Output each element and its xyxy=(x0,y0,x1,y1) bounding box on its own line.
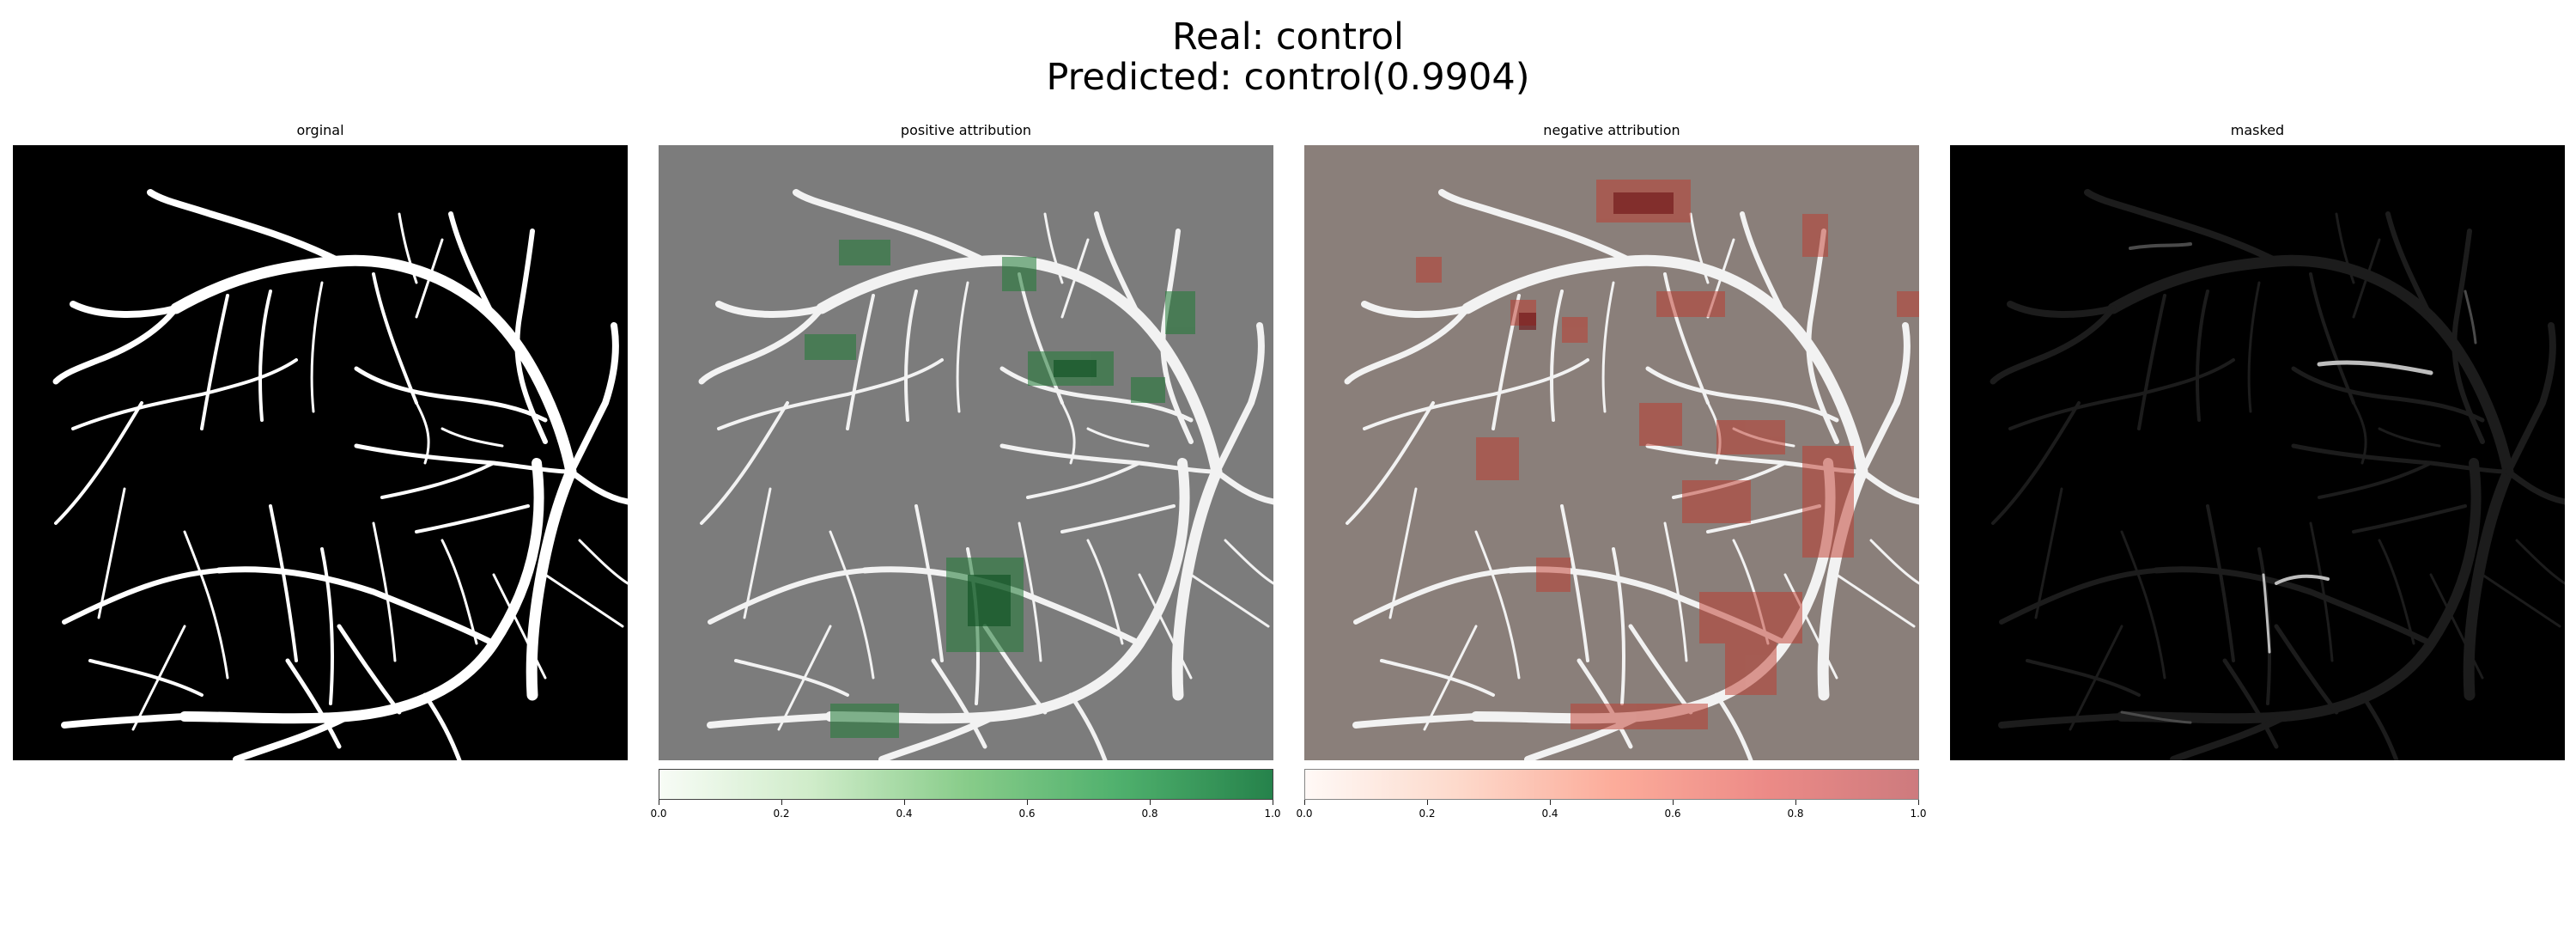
tick-label: 0.2 xyxy=(1419,808,1436,820)
tick-label: 0.2 xyxy=(773,808,790,820)
tick-mark xyxy=(1673,800,1674,805)
negative-attribution-image xyxy=(1304,145,1919,760)
masked-image xyxy=(1950,145,2565,760)
panel-title-negative: negative attribution xyxy=(1543,122,1680,138)
tick-label: 0.6 xyxy=(1664,808,1681,820)
tick-mark xyxy=(904,800,905,805)
positive-colorbar-ticks: 0.0 0.2 0.4 0.6 0.8 1.0 xyxy=(650,800,1281,826)
panel-title-original: orginal xyxy=(296,122,344,138)
tick-label: 0.8 xyxy=(1141,808,1158,820)
tick-label: 0.6 xyxy=(1018,808,1036,820)
positive-attribution-image xyxy=(659,145,1273,760)
figure-title-predicted: Predicted: control(0.9904) xyxy=(1046,56,1530,99)
tick-label: 0.0 xyxy=(1296,808,1313,820)
tick-mark xyxy=(1795,800,1796,805)
panel-title-masked: masked xyxy=(2230,122,2285,138)
tick-mark xyxy=(1427,800,1428,805)
tick-mark xyxy=(1150,800,1151,805)
tick-mark xyxy=(1027,800,1028,805)
tick-label: 0.8 xyxy=(1787,808,1804,820)
positive-colorbar xyxy=(659,769,1273,800)
figure-title-real: Real: control xyxy=(1172,15,1404,58)
original-image xyxy=(13,145,628,760)
tick-label: 1.0 xyxy=(1910,808,1927,820)
tick-label: 0.4 xyxy=(1541,808,1558,820)
panel-title-positive: positive attribution xyxy=(900,122,1032,138)
tick-mark xyxy=(1304,800,1305,805)
tick-label: 0.4 xyxy=(896,808,913,820)
negative-colorbar-ticks: 0.0 0.2 0.4 0.6 0.8 1.0 xyxy=(1296,800,1927,826)
tick-label: 0.0 xyxy=(650,808,667,820)
tick-mark xyxy=(1918,800,1919,805)
tick-label: 1.0 xyxy=(1264,808,1281,820)
tick-mark xyxy=(1550,800,1551,805)
tick-mark xyxy=(781,800,782,805)
negative-colorbar xyxy=(1304,769,1919,800)
